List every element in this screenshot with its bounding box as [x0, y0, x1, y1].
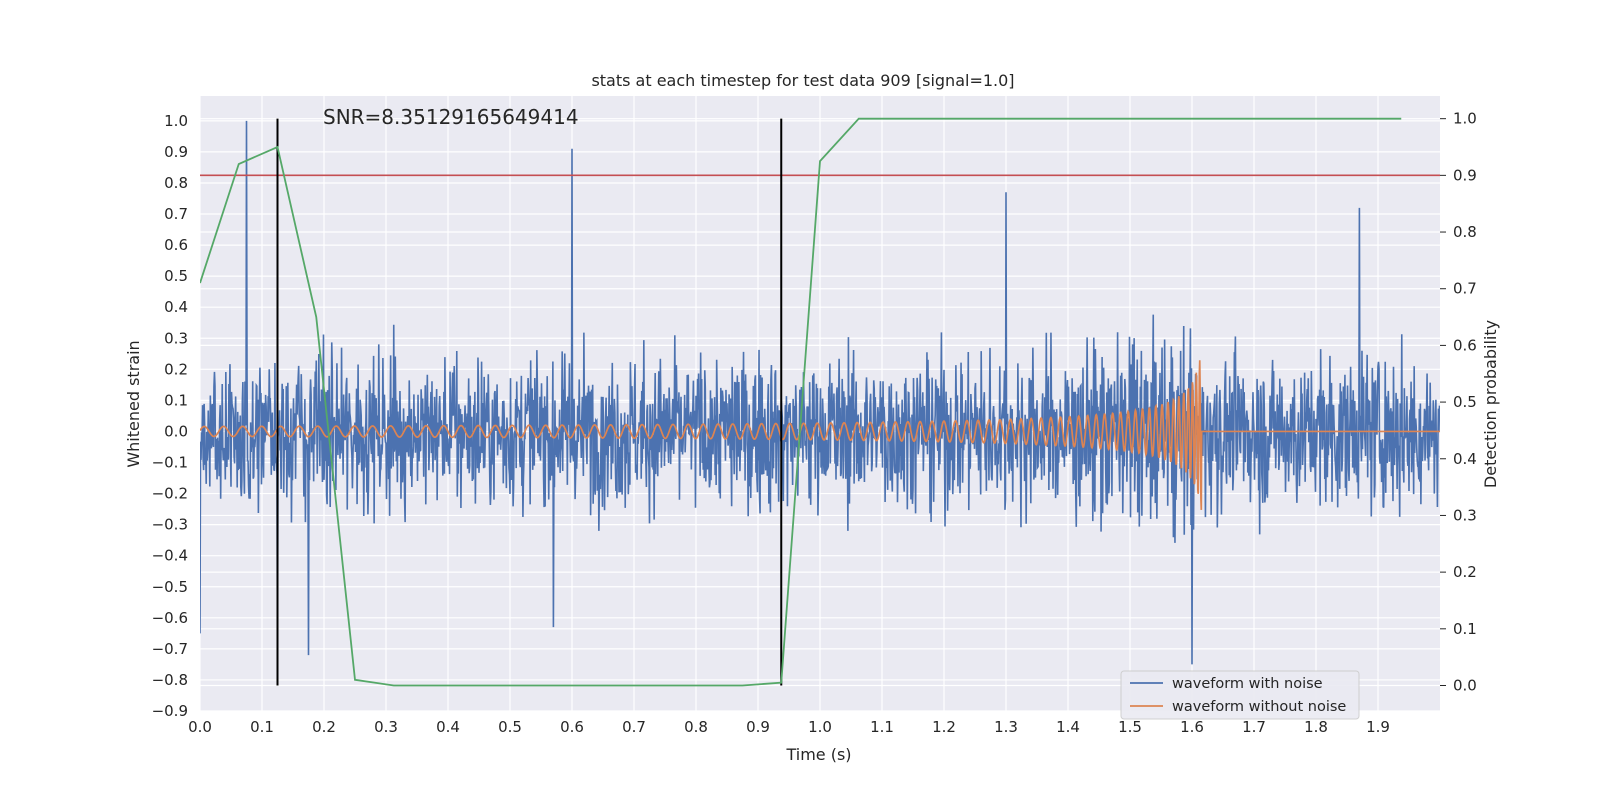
series-waveform-with-noise [200, 120, 1440, 665]
right-tick-label: 0.6 [1453, 336, 1477, 354]
left-tick-label: 0.6 [164, 236, 188, 254]
x-tick-label: 0.7 [622, 718, 646, 736]
x-tick-label: 0.2 [312, 718, 336, 736]
series-waveform-without-noise [200, 360, 1440, 510]
right-tick-label: 0.0 [1453, 676, 1477, 694]
right-tick-label: 0.2 [1453, 563, 1477, 581]
right-tick-label: 0.9 [1453, 166, 1477, 184]
x-tick-label: 1.1 [870, 718, 894, 736]
x-axis-ticks: 0.0 0.1 0.2 0.3 0.4 0.5 0.6 0.7 0.8 0.9 1.0 1.1 1.2 1… [188, 718, 1390, 736]
left-tick-label: −0.3 [152, 516, 188, 534]
x-tick-label: 0.1 [250, 718, 274, 736]
left-tick-label: 0.2 [164, 360, 188, 378]
left-tick-label: 0.8 [164, 174, 188, 192]
x-tick-label: 0.9 [746, 718, 770, 736]
left-tick-label: 0.7 [164, 205, 188, 223]
x-tick-label: 1.8 [1304, 718, 1328, 736]
right-axis-label: Detection probability [1481, 320, 1500, 488]
right-tick-label: 1.0 [1453, 110, 1477, 128]
left-tick-label: 0.3 [164, 329, 188, 347]
snr-annotation: SNR=8.35129165649414 [323, 105, 579, 129]
legend-label-clean: waveform without noise [1172, 699, 1346, 715]
legend-box [1120, 670, 1360, 720]
left-axis-label: Whitened strain [124, 340, 143, 467]
x-tick-label: 0.5 [498, 718, 522, 736]
left-axis-ticks: 1.0 0.9 0.8 0.7 0.6 0.5 0.4 0.3 0.2 0.1 0.0 −0.1 −0.… [152, 112, 188, 720]
legend-label-noise: waveform with noise [1172, 676, 1323, 692]
left-tick-label: 0.9 [164, 143, 188, 161]
chart-title: stats at each timestep for test data 909… [591, 71, 1014, 90]
x-tick-label: 0.6 [560, 718, 584, 736]
left-tick-label: −0.6 [152, 609, 188, 627]
left-tick-label: 0.1 [164, 391, 188, 409]
right-tick-label: 0.7 [1453, 280, 1477, 298]
left-tick-label: −0.5 [152, 578, 188, 596]
left-tick-label: 0.0 [164, 422, 188, 440]
x-axis-label: Time (s) [785, 745, 851, 764]
legend: waveform with noise waveform without noi… [1120, 670, 1360, 720]
right-tick-label: 0.5 [1453, 393, 1477, 411]
x-tick-label: 0.4 [436, 718, 460, 736]
x-tick-label: 1.2 [932, 718, 956, 736]
right-tick-label: 0.1 [1453, 620, 1477, 638]
left-tick-label: 1.0 [164, 112, 188, 130]
left-tick-label: −0.7 [152, 640, 188, 658]
left-tick-label: −0.8 [152, 671, 188, 689]
x-tick-label: 1.3 [994, 718, 1018, 736]
left-tick-label: −0.4 [152, 547, 188, 565]
x-tick-label: 1.6 [1180, 718, 1204, 736]
right-tick-label: 0.3 [1453, 506, 1477, 524]
right-axis-ticks: 1.0 0.9 0.8 0.7 0.6 0.5 0.4 0.3 0.2 0.1 0.0 [1440, 110, 1477, 694]
x-tick-label: 0.3 [374, 718, 398, 736]
right-tick-label: 0.8 [1453, 223, 1477, 241]
x-tick-label: 1.9 [1366, 718, 1390, 736]
traces [200, 117, 1440, 687]
left-tick-label: 0.4 [164, 298, 188, 316]
x-tick-label: 0.8 [684, 718, 708, 736]
x-tick-label: 0.0 [188, 718, 212, 736]
x-tick-label: 1.4 [1056, 718, 1080, 736]
left-tick-label: −0.2 [152, 485, 188, 503]
x-tick-label: 1.0 [808, 718, 832, 736]
left-tick-label: −0.1 [152, 454, 188, 472]
right-tick-label: 0.4 [1453, 450, 1477, 468]
x-tick-label: 1.7 [1242, 718, 1266, 736]
x-tick-label: 1.5 [1118, 718, 1142, 736]
left-tick-label: −0.9 [152, 702, 188, 720]
left-tick-label: 0.5 [164, 267, 188, 285]
